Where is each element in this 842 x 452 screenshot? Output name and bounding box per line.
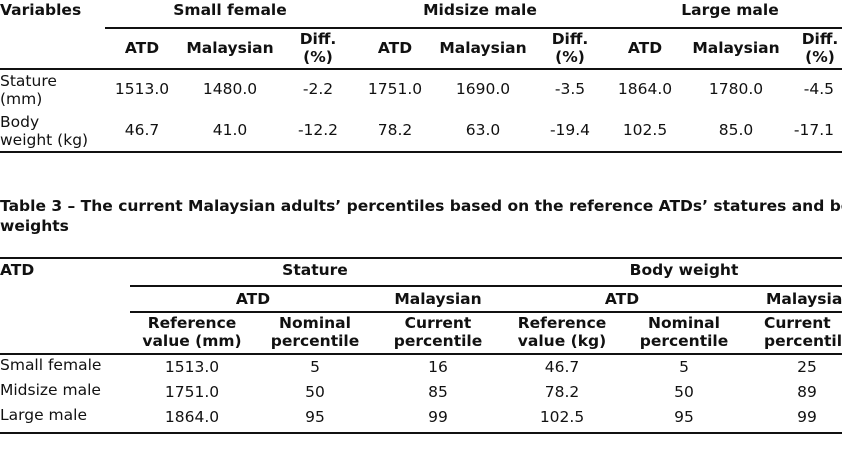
subheader-malaysian: Malaysian: [692, 39, 780, 57]
row-label-small-female: Small female: [0, 356, 102, 374]
table-cell: 63.0: [465, 121, 501, 139]
row-label-large-male: Large male: [0, 406, 87, 424]
table-cell: 1690.0: [455, 80, 511, 98]
table-cell: 1780.0: [708, 80, 764, 98]
subheader-atd: ATD: [627, 39, 663, 57]
header-reference-value-kg: Reference value (kg): [517, 314, 607, 350]
top-rule: [0, 257, 842, 259]
header-variables: Variables: [0, 1, 82, 19]
table-cell: 95: [674, 408, 694, 426]
group-header-body-weight: Body weight: [629, 261, 739, 279]
header-current-percentile: Current percentile: [764, 314, 842, 350]
subheader-atd: ATD: [124, 39, 160, 57]
table-cell: -17.1: [793, 121, 834, 139]
subheader-malaysian: Malaysian: [439, 39, 527, 57]
table-caption: Table 3 – The current Malaysian adults’ …: [0, 197, 842, 235]
table-cell: 78.2: [544, 383, 580, 401]
group-header-midsize-male: Midsize male: [423, 1, 537, 19]
table-cell: 99: [428, 408, 448, 426]
group-header-stature: Stature: [282, 261, 348, 279]
row-label-stature: Stature (mm): [0, 72, 57, 108]
table-cell: 41.0: [212, 121, 248, 139]
table-cell: 1513.0: [114, 80, 170, 98]
header-rule: [0, 68, 842, 70]
group-underline: [130, 285, 842, 287]
table-cell: 78.2: [377, 121, 413, 139]
table-cell: 1751.0: [164, 383, 220, 401]
header-rule: [0, 353, 842, 355]
bottom-rule: [0, 432, 842, 434]
table-cell: 102.5: [539, 408, 585, 426]
subheader-diff: Diff. (%): [299, 30, 337, 66]
table-cell: 46.7: [544, 358, 580, 376]
table-cell: 102.5: [622, 121, 668, 139]
table-cell: 1480.0: [202, 80, 258, 98]
subheader-diff: Diff. (%): [551, 30, 589, 66]
subheader-atd: ATD: [604, 290, 640, 308]
table-cell: -2.2: [302, 80, 334, 98]
subgroup-underline: [130, 311, 842, 313]
table-cell: 46.7: [124, 121, 160, 139]
table-cell: -12.2: [297, 121, 339, 139]
bottom-rule: [0, 151, 842, 153]
subheader-malaysian: Malaysian: [186, 39, 274, 57]
subheader-malaysian: Malaysian: [766, 290, 842, 308]
table-cell: 25: [797, 358, 817, 376]
table-cell: 50: [305, 383, 325, 401]
group-header-small-female: Small female: [173, 1, 287, 19]
header-nominal-percentile: Nominal percentile: [639, 314, 729, 350]
table-cell: -3.5: [554, 80, 586, 98]
table-cell: 1864.0: [164, 408, 220, 426]
table-cell: -19.4: [549, 121, 591, 139]
group-underline: [105, 27, 842, 29]
header-reference-value-mm: Reference value (mm): [142, 314, 242, 350]
header-atd: ATD: [0, 261, 35, 279]
header-nominal-percentile: Nominal percentile: [270, 314, 360, 350]
table-cell: 1864.0: [617, 80, 673, 98]
table-cell: 95: [305, 408, 325, 426]
table-cell: 16: [428, 358, 448, 376]
table-cell: 99: [797, 408, 817, 426]
subheader-diff: Diff. (%): [801, 30, 839, 66]
subheader-atd: ATD: [235, 290, 271, 308]
table-cell: -4.5: [803, 80, 834, 98]
row-label-midsize-male: Midsize male: [0, 381, 101, 399]
row-label-body-weight: Body weight (kg): [0, 113, 89, 149]
table-cell: 1751.0: [367, 80, 423, 98]
table-cell: 5: [679, 358, 689, 376]
table-cell: 1513.0: [164, 358, 220, 376]
table-cell: 50: [674, 383, 694, 401]
subheader-malaysian: Malaysian: [394, 290, 482, 308]
group-header-large-male: Large male: [681, 1, 779, 19]
header-current-percentile: Current percentile: [393, 314, 483, 350]
table-cell: 85.0: [718, 121, 754, 139]
table-cell: 89: [797, 383, 817, 401]
table-cell: 5: [310, 358, 320, 376]
table-cell: 85: [428, 383, 448, 401]
subheader-atd: ATD: [377, 39, 413, 57]
